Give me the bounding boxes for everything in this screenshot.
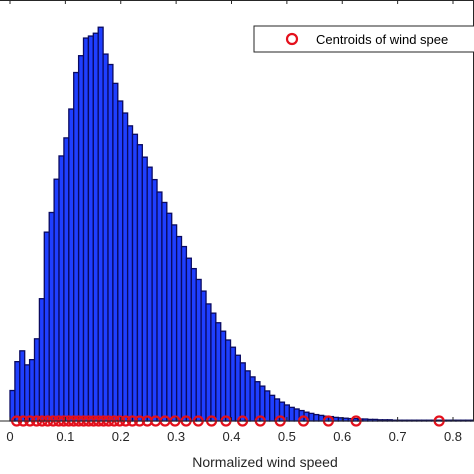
histogram-bar bbox=[68, 108, 75, 422]
x-tick-label: 0.1 bbox=[56, 429, 74, 444]
x-tick-label: 0.2 bbox=[112, 429, 130, 444]
histogram-bar bbox=[43, 231, 50, 422]
histogram-bar bbox=[175, 235, 183, 422]
histogram-bar bbox=[239, 362, 246, 422]
histogram-bar bbox=[205, 303, 212, 422]
histogram-bar bbox=[117, 100, 124, 422]
histogram-bar bbox=[58, 155, 65, 422]
histogram-bar bbox=[244, 370, 251, 422]
histogram-bar bbox=[332, 416, 340, 422]
x-tick-label: 0.7 bbox=[389, 429, 407, 444]
histogram-bar bbox=[14, 360, 21, 422]
x-ticks: 0 0.1 0.2 0.3 0.4 0.5 0.6 0.7 0.8 bbox=[6, 0, 462, 444]
histogram-bar bbox=[161, 201, 168, 422]
histogram-bar bbox=[38, 298, 45, 422]
histogram-bar bbox=[288, 406, 295, 422]
histogram-bar bbox=[102, 53, 109, 422]
histogram-bar bbox=[107, 63, 114, 422]
histogram-bar bbox=[24, 364, 31, 422]
histogram-bar bbox=[229, 346, 237, 422]
histogram-bar bbox=[220, 330, 227, 422]
legend-label: Centroids of wind spee bbox=[316, 32, 448, 47]
histogram-bar bbox=[254, 381, 261, 422]
histogram-bar bbox=[63, 137, 70, 422]
x-tick-label: 0.8 bbox=[444, 429, 462, 444]
x-tick-label: 0.3 bbox=[167, 429, 185, 444]
histogram-bar bbox=[156, 191, 163, 422]
histogram-bar bbox=[313, 413, 320, 422]
histogram-bar bbox=[215, 322, 222, 422]
histogram-bar bbox=[136, 144, 143, 422]
histogram-bar bbox=[151, 178, 158, 422]
legend-box bbox=[253, 25, 474, 53]
histogram-bar bbox=[126, 125, 134, 422]
histogram-bar bbox=[73, 71, 80, 422]
x-tick-label: 0.5 bbox=[278, 429, 296, 444]
histogram-bar bbox=[28, 358, 36, 422]
histogram-bar bbox=[97, 26, 104, 422]
x-tick-label: 0 bbox=[6, 429, 13, 444]
histogram-bar bbox=[141, 156, 148, 422]
histogram-bar bbox=[82, 37, 90, 422]
legend: Centroids of wind spee bbox=[253, 25, 474, 53]
histogram-bar bbox=[33, 338, 41, 422]
histogram-bar bbox=[92, 32, 99, 422]
histogram-bar bbox=[131, 133, 139, 422]
histogram-bar bbox=[48, 211, 55, 422]
histogram-bar bbox=[146, 166, 153, 422]
histogram-bar bbox=[190, 267, 197, 422]
histogram-bar bbox=[180, 245, 188, 422]
histogram-bar bbox=[195, 278, 202, 422]
x-tick-label: 0.4 bbox=[222, 429, 240, 444]
histogram-bar bbox=[122, 112, 129, 422]
histogram-bar bbox=[166, 212, 173, 422]
x-tick-label: 0.6 bbox=[333, 429, 351, 444]
histogram-bar bbox=[185, 257, 192, 422]
histogram-bar bbox=[308, 412, 315, 422]
histogram-bar bbox=[112, 82, 119, 422]
histogram-bar bbox=[210, 312, 217, 422]
histogram-bar bbox=[19, 350, 26, 422]
histogram-bar bbox=[234, 354, 241, 422]
histogram-bar bbox=[87, 35, 94, 422]
x-axis-title: Normalized wind speed bbox=[192, 454, 338, 470]
legend-marker bbox=[285, 32, 299, 46]
histogram-bar bbox=[200, 290, 207, 422]
histogram-bar bbox=[264, 390, 271, 422]
histogram-bar bbox=[249, 376, 256, 422]
histogram-bar bbox=[77, 55, 85, 422]
histogram-bar bbox=[53, 178, 60, 422]
histogram-bar bbox=[269, 394, 276, 422]
histogram-bar bbox=[171, 224, 178, 422]
histogram-bar bbox=[224, 339, 232, 422]
